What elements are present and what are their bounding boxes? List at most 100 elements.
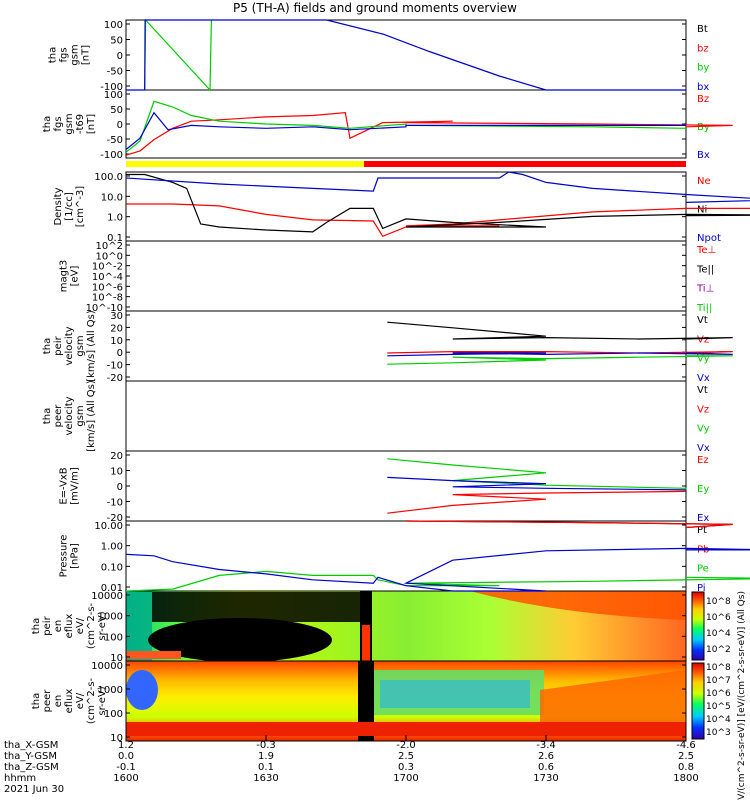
legend-entry: Pe [697, 564, 709, 575]
legend-entry: Ey [697, 484, 709, 495]
y-axis-label: Density[1/cc][cm^-3] [53, 186, 86, 227]
series-line-Pi [125, 547, 750, 592]
x-tick-label: 1630 [253, 773, 278, 784]
legend-entry: bx [697, 82, 709, 93]
legend-entry: Vz [697, 404, 709, 415]
y-tick-label: 10 [110, 653, 123, 664]
legend-entry: Vt [697, 385, 708, 396]
y-tick-label: -50 [107, 135, 123, 146]
legend-entry: Te⊥ [696, 245, 716, 256]
x-tick-label: 0.3 [398, 762, 414, 773]
legend-entry: Bx [697, 150, 710, 161]
y-tick-label: 10^-10 [86, 303, 123, 314]
y-tick-label: 0 [117, 51, 123, 62]
colorbar-peir [691, 591, 705, 661]
colorbar-tick-label: 10^6 [706, 613, 731, 623]
x-tick-label: -0.1 [116, 762, 136, 773]
x-tick-label: -0.3 [256, 740, 276, 751]
y-axis-label: Pressure[nPa] [59, 535, 81, 578]
y-tick-label: -10 [107, 361, 123, 372]
x-tick-label: 0.0 [118, 751, 134, 762]
x-tick-label: 1700 [393, 773, 418, 784]
x-tick-label: 1600 [113, 773, 138, 784]
chart-title: P5 (TH-A) fields and ground moments over… [233, 1, 517, 15]
y-tick-label: 10 [110, 336, 123, 347]
colorbar-tick-label: 10^4 [706, 629, 731, 639]
panel-frames [125, 19, 705, 742]
x-tick-label: -4.6 [676, 740, 696, 751]
x-axis-row-label: tha_X-GSM [4, 740, 58, 751]
x-tick-label: 0.6 [538, 762, 554, 773]
series-line-Pe [125, 570, 750, 592]
series-line-bx [126, 19, 686, 91]
y-tick-label: -20 [107, 513, 123, 524]
legend-entry: Vx [697, 443, 710, 454]
colorbar-tick-label: 10^2 [706, 645, 731, 655]
y-tick-label: 10^0 [96, 251, 123, 262]
x-tick-label: 1.2 [118, 740, 134, 751]
legend-entry: Bz [697, 94, 709, 105]
y-tick-label: 10^-4 [92, 272, 123, 283]
x-tick-label: 2.5 [678, 751, 694, 762]
colorbar-tick-label: 10^8 [706, 597, 731, 607]
y-tick-label: 10 [110, 467, 123, 478]
colorbar-tick-label: 10^5 [706, 702, 731, 712]
y-tick-label: 50 [110, 105, 123, 116]
legend-entry: bz [697, 43, 709, 54]
colorbar-tick-label: 10^4 [706, 715, 731, 725]
y-tick-label: 0 [117, 348, 123, 359]
legend-entry: Bt [697, 24, 708, 35]
x-tick-label: 1.9 [258, 751, 274, 762]
series-line-Ne [126, 203, 750, 238]
y-tick-label: 10.00 [94, 521, 123, 532]
x-tick-label: 1800 [673, 773, 698, 784]
legend-entry: Vy [697, 424, 710, 435]
y-tick-label: 100 [104, 632, 123, 643]
y-axis-label: thapeervelocitygsm[km/s] (All Qs) [42, 380, 97, 452]
colorbar-label: [eV/(cm^2-s-sr-eV)] [eV/(cm^2-s-sr-eV)] … [737, 591, 747, 800]
legend-entry: Ne [697, 176, 711, 187]
legend-entry: Vt [697, 315, 708, 326]
colorbar-tick-label: 10^7 [706, 676, 731, 686]
y-tick-label: 0.10 [101, 562, 123, 573]
colorbar-tick-label: 10^3 [706, 728, 731, 738]
y-tick-label: 30 [110, 311, 123, 322]
y-tick-label: -10 [107, 498, 123, 509]
y-tick-label: -50 [107, 67, 123, 78]
colorbar-tick-label: 10^8 [706, 663, 731, 673]
y-tick-label: 1.00 [101, 542, 123, 553]
series-line-Npot [125, 171, 750, 203]
y-tick-label: -20 [107, 373, 123, 384]
x-axis-row-label: hhmm [4, 773, 36, 784]
y-tick-label: 10000 [91, 661, 123, 672]
series-line-Vx [387, 352, 733, 357]
legend-entry: Te|| [696, 264, 714, 275]
mode-bar-red [364, 161, 686, 167]
legend-entry: Vz [697, 334, 709, 345]
y-tick-label: 10^2 [96, 241, 123, 252]
mode-bar-yellow [126, 161, 364, 167]
colorbar-peer [691, 662, 705, 740]
y-tick-label: 10^-2 [92, 262, 123, 273]
y-tick-label: 100 [104, 20, 123, 31]
y-axis-label: thapeerenefluxeV/(cm^2-s-sr-eV) [31, 677, 108, 724]
series-line-Bz [125, 112, 733, 156]
y-tick-label: 100.0 [94, 172, 123, 183]
y-tick-label: 0 [117, 120, 123, 131]
y-tick-label: 50 [110, 36, 123, 47]
y-tick-label: 1000 [98, 685, 123, 696]
y-tick-label: 1.0 [107, 213, 123, 224]
series-line-Ez [387, 490, 687, 514]
series-line-Vz [387, 350, 733, 354]
y-axis-label: thafgsgsm[nT] [48, 44, 92, 65]
x-tick-label: -2.0 [396, 740, 416, 751]
series-line-Vt [387, 321, 733, 340]
x-tick-label: 2.5 [398, 751, 414, 762]
colorbar-tick-label: 10^6 [706, 689, 731, 699]
series-line-Ey [387, 458, 687, 490]
y-axis-label: thafgsgsm-t69[nT] [42, 113, 97, 134]
legend-entry: Npot [697, 233, 721, 244]
x-tick-label: 0.8 [678, 762, 694, 773]
series-line-Vy [387, 355, 733, 365]
